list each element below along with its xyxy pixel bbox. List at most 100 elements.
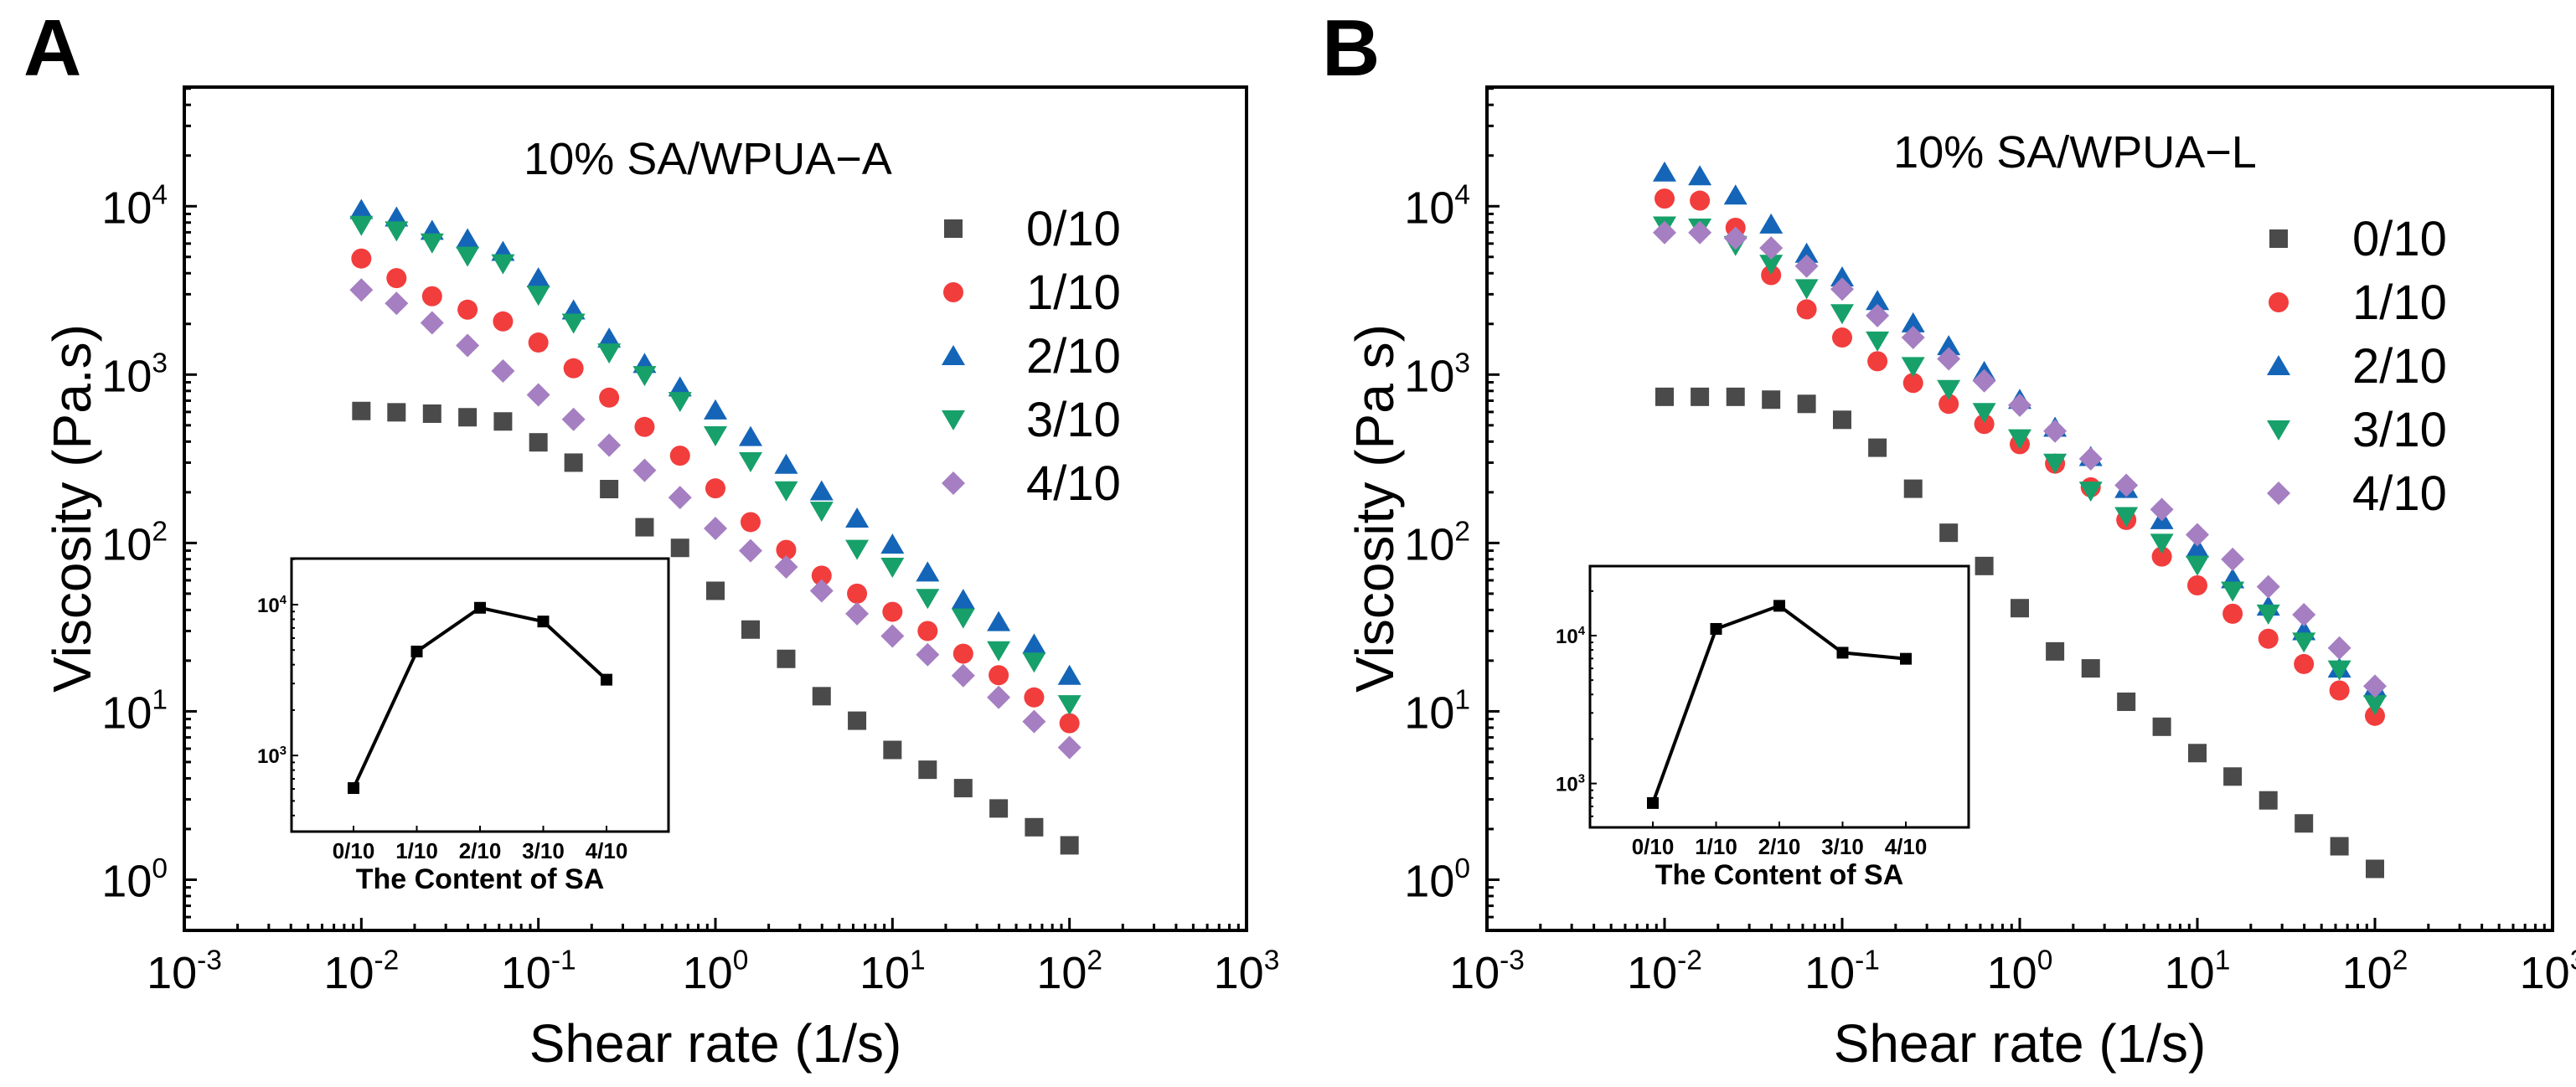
data-point xyxy=(600,480,619,499)
data-point xyxy=(740,512,761,533)
legend-marker xyxy=(942,345,965,365)
data-point xyxy=(2327,636,2351,660)
legend-label: 2/10 xyxy=(2352,339,2447,394)
data-point xyxy=(1691,387,1710,406)
data-point xyxy=(634,416,655,437)
data-point xyxy=(1796,299,1817,320)
x-axis-label: Shear rate (1/s) xyxy=(1834,1013,2207,1074)
inset-x-tick-label: 2/10 xyxy=(1758,834,1801,859)
data-point xyxy=(351,248,372,269)
inset-x-tick-label: 4/10 xyxy=(586,838,628,863)
inset-data-point xyxy=(601,673,612,686)
x-tick-label: 10-1 xyxy=(1804,945,1880,998)
inset-data-point xyxy=(1900,652,1912,665)
x-tick-label: 101 xyxy=(2165,945,2231,998)
x-tick-label: 10-2 xyxy=(323,945,399,998)
legend-item: 1/10 xyxy=(943,265,1121,320)
data-point xyxy=(2114,507,2139,528)
inset-x-axis-label: The Content of SA xyxy=(1655,859,1904,891)
data-point xyxy=(493,311,514,332)
y-tick-label: 101 xyxy=(1404,685,1470,739)
data-point xyxy=(2363,695,2387,716)
data-point xyxy=(597,327,622,348)
data-point xyxy=(845,601,870,626)
legend-item: 2/10 xyxy=(942,329,1121,384)
data-point xyxy=(385,221,409,242)
data-point xyxy=(1901,326,1925,350)
data-point xyxy=(528,332,549,353)
data-point xyxy=(1759,213,1784,234)
data-point xyxy=(563,358,584,379)
data-point xyxy=(951,663,975,688)
data-point xyxy=(809,480,834,501)
data-point xyxy=(2187,574,2207,595)
data-point xyxy=(1057,664,1082,685)
data-point xyxy=(951,608,975,629)
data-point xyxy=(2258,628,2279,649)
data-point xyxy=(2223,767,2243,786)
data-point xyxy=(2150,497,2174,522)
x-tick-label: 102 xyxy=(2342,945,2408,998)
data-point xyxy=(812,687,831,706)
y-tick-label: 103 xyxy=(101,348,168,402)
data-point xyxy=(1903,479,1923,498)
data-point xyxy=(704,517,727,541)
data-point xyxy=(1794,279,1819,300)
chart-title: 10% SA/WPUA−A xyxy=(524,134,892,184)
data-point xyxy=(1797,394,1816,414)
inset-x-tick-label: 4/10 xyxy=(1885,834,1928,859)
data-point xyxy=(349,278,374,302)
inset-x-tick-label: 3/10 xyxy=(1821,834,1864,859)
data-point xyxy=(561,407,586,431)
data-point xyxy=(457,299,478,320)
data-point xyxy=(916,589,940,610)
data-point xyxy=(632,458,657,482)
x-tick-label: 101 xyxy=(860,945,926,998)
data-point xyxy=(1655,188,1675,209)
series-3-10 xyxy=(349,215,1082,716)
data-point xyxy=(916,642,940,667)
data-point xyxy=(987,610,1011,631)
data-point xyxy=(1762,390,1781,410)
data-point xyxy=(741,620,760,639)
inset-data-point xyxy=(1647,796,1659,809)
y-axis-label: Viscosity (Pa s) xyxy=(1345,324,1405,693)
data-point xyxy=(1057,695,1082,716)
data-point xyxy=(635,518,654,537)
data-point xyxy=(2221,547,2245,571)
data-point xyxy=(420,311,444,335)
data-point xyxy=(1025,817,1044,837)
chart-title: 10% SA/WPUA−L xyxy=(1893,127,2257,178)
inset-data-point xyxy=(1773,600,1785,612)
legend-item: 1/10 xyxy=(2269,276,2447,330)
data-point xyxy=(1937,335,1961,356)
inset-x-axis-label: The Content of SA xyxy=(356,863,605,895)
data-point xyxy=(951,589,975,610)
data-point xyxy=(456,228,480,249)
data-point xyxy=(952,643,973,664)
data-point xyxy=(705,478,725,499)
data-point xyxy=(1794,242,1819,263)
inset-data-point xyxy=(1836,647,1849,659)
legend-label: 3/10 xyxy=(1026,393,1121,447)
data-point xyxy=(1761,265,1782,286)
inset-data-point xyxy=(348,782,359,795)
data-point xyxy=(917,621,938,641)
data-point xyxy=(1794,254,1819,278)
legend-item: 3/10 xyxy=(2267,403,2447,457)
data-point xyxy=(704,425,727,446)
legend-item: 0/10 xyxy=(944,202,1121,256)
data-point xyxy=(385,291,409,316)
legend-label: 1/10 xyxy=(2352,276,2447,330)
data-point xyxy=(668,376,692,397)
y-tick-label: 102 xyxy=(101,517,168,570)
data-point xyxy=(1901,312,1925,332)
inset-x-tick-label: 1/10 xyxy=(1695,834,1737,859)
data-point xyxy=(1866,290,1890,311)
legend-marker xyxy=(942,471,965,495)
panel-a: A 10-3 10-2 10-1 100 101 102 103 100 101 102 103 104… xyxy=(23,3,1279,1074)
data-point xyxy=(1653,161,1676,182)
legend-label: 3/10 xyxy=(2352,403,2447,457)
data-point xyxy=(529,433,548,452)
inset-y-tick-label: 103 xyxy=(1556,773,1585,796)
